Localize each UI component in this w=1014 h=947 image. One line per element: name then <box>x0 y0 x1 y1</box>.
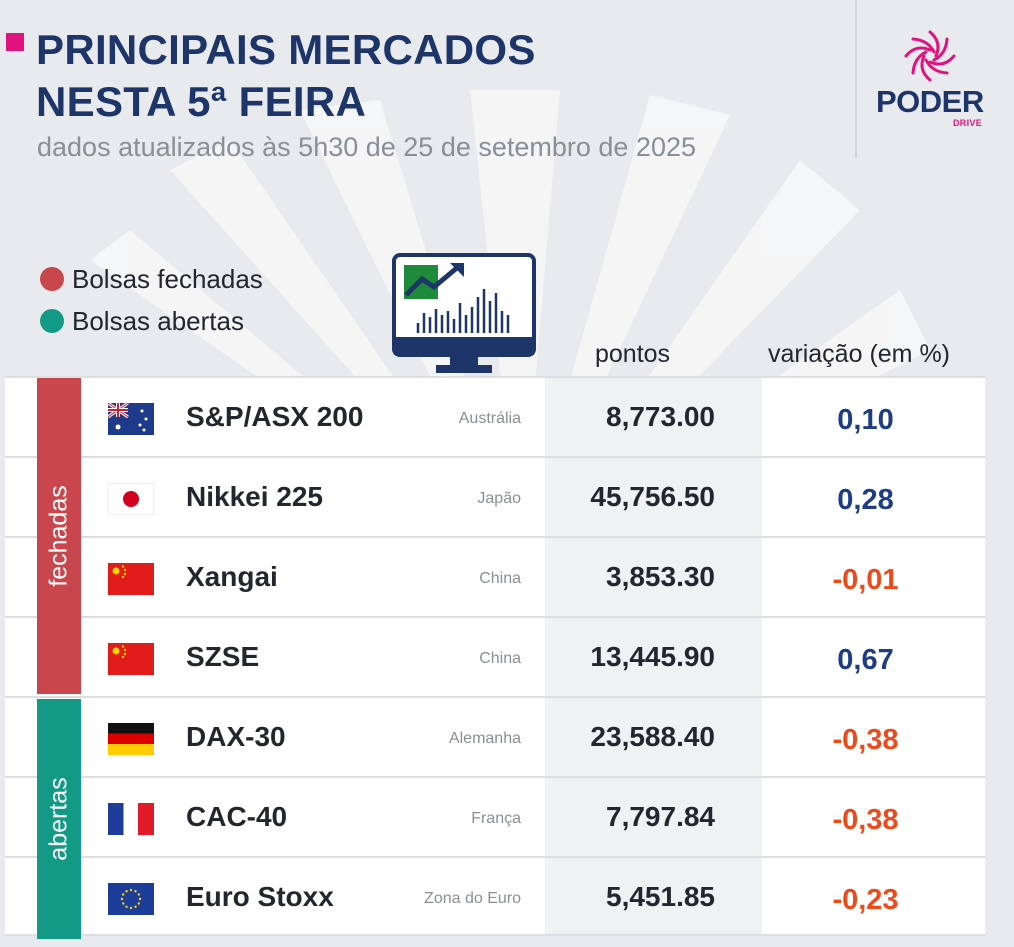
title-line-1: PRINCIPAIS MERCADOS <box>36 26 536 73</box>
market-name: Nikkei 225 <box>186 481 323 512</box>
monitor-chart-icon <box>392 253 536 373</box>
points-cell-bg <box>545 538 762 616</box>
market-country: França <box>471 810 521 827</box>
title-line-2: NESTA 5ª FEIRA <box>36 78 367 125</box>
market-name: SZSE <box>186 641 260 672</box>
markets-table: S&P/ASX 200 Austrália 8,773.00 0,10 Nikk… <box>5 376 985 936</box>
market-variation: -0,01 <box>832 564 899 596</box>
page-title: PRINCIPAIS MERCADOS NESTA 5ª FEIRA <box>36 24 536 128</box>
group-open-label: abertas <box>44 777 73 861</box>
market-variation: -0,38 <box>832 724 899 756</box>
points-cell-bg <box>545 378 762 456</box>
market-name: Xangai <box>186 561 278 592</box>
market-name: DAX-30 <box>186 721 286 752</box>
market-points: 13,445.90 <box>590 641 715 672</box>
sunburst-logo-icon <box>904 30 956 82</box>
market-name: CAC-40 <box>186 801 288 832</box>
accent-square <box>6 33 24 51</box>
market-variation: 0,28 <box>837 484 894 516</box>
market-name: Euro Stoxx <box>186 881 334 912</box>
group-closed-label: fechadas <box>44 485 73 587</box>
market-points: 7,797.84 <box>606 801 715 832</box>
market-country: Austrália <box>458 410 521 427</box>
closed-dot-icon <box>40 267 64 291</box>
table-row: Euro Stoxx Zona do Euro 5,451.85 -0,23 <box>5 856 985 936</box>
group-closed: fechadas <box>37 378 81 694</box>
legend-closed-label: Bolsas fechadas <box>72 263 263 294</box>
legend-open-label: Bolsas abertas <box>72 305 244 336</box>
points-cell-bg <box>545 458 762 536</box>
points-cell-bg <box>545 618 762 696</box>
china-flag-icon <box>108 563 154 595</box>
points-cell-bg <box>545 858 762 934</box>
eu-flag-icon <box>108 883 154 915</box>
points-cell-bg <box>545 778 762 856</box>
market-variation: -0,23 <box>832 884 899 916</box>
market-country: China <box>479 570 521 587</box>
japan-flag-icon <box>108 483 154 515</box>
france-flag-icon <box>108 803 154 835</box>
germany-flag-icon <box>108 723 154 755</box>
market-name: S&P/ASX 200 <box>186 401 364 432</box>
legend-closed: Bolsas fechadas <box>40 258 263 300</box>
table-row: Xangai China 3,853.30 -0,01 <box>5 536 985 616</box>
australia-flag-icon <box>108 403 154 435</box>
logo-divider <box>855 0 857 158</box>
points-cell-bg <box>545 698 762 776</box>
market-points: 23,588.40 <box>590 721 715 752</box>
table-row: SZSE China 13,445.90 0,67 <box>5 616 985 696</box>
column-header-points: pontos <box>595 340 671 368</box>
market-points: 5,451.85 <box>606 881 715 912</box>
open-dot-icon <box>40 309 64 333</box>
market-points: 45,756.50 <box>590 481 715 512</box>
market-country: Japão <box>477 490 521 507</box>
market-points: 8,773.00 <box>606 401 715 432</box>
column-header-variation: variação (em %) <box>768 340 950 368</box>
market-variation: 0,67 <box>837 644 894 676</box>
logo-subname: DRIVE <box>953 118 983 128</box>
table-row: Nikkei 225 Japão 45,756.50 0,28 <box>5 456 985 536</box>
legend: Bolsas fechadas Bolsas abertas <box>40 258 263 342</box>
market-points: 3,853.30 <box>606 561 715 592</box>
legend-open: Bolsas abertas <box>40 300 263 342</box>
china-flag-icon <box>108 643 154 675</box>
page-subtitle: dados atualizados às 5h30 de 25 de setem… <box>37 132 696 162</box>
market-variation: -0,38 <box>832 804 899 836</box>
market-variation: 0,10 <box>837 404 894 436</box>
logo-name: PODER <box>876 84 984 119</box>
table-row: DAX-30 Alemanha 23,588.40 -0,38 <box>5 696 985 776</box>
table-row: CAC-40 França 7,797.84 -0,38 <box>5 776 985 856</box>
market-country: Alemanha <box>448 730 521 747</box>
table-row: S&P/ASX 200 Austrália 8,773.00 0,10 <box>5 376 985 456</box>
market-country: Zona do Euro <box>424 890 521 907</box>
market-country: China <box>479 650 521 667</box>
group-open: abertas <box>37 699 81 939</box>
